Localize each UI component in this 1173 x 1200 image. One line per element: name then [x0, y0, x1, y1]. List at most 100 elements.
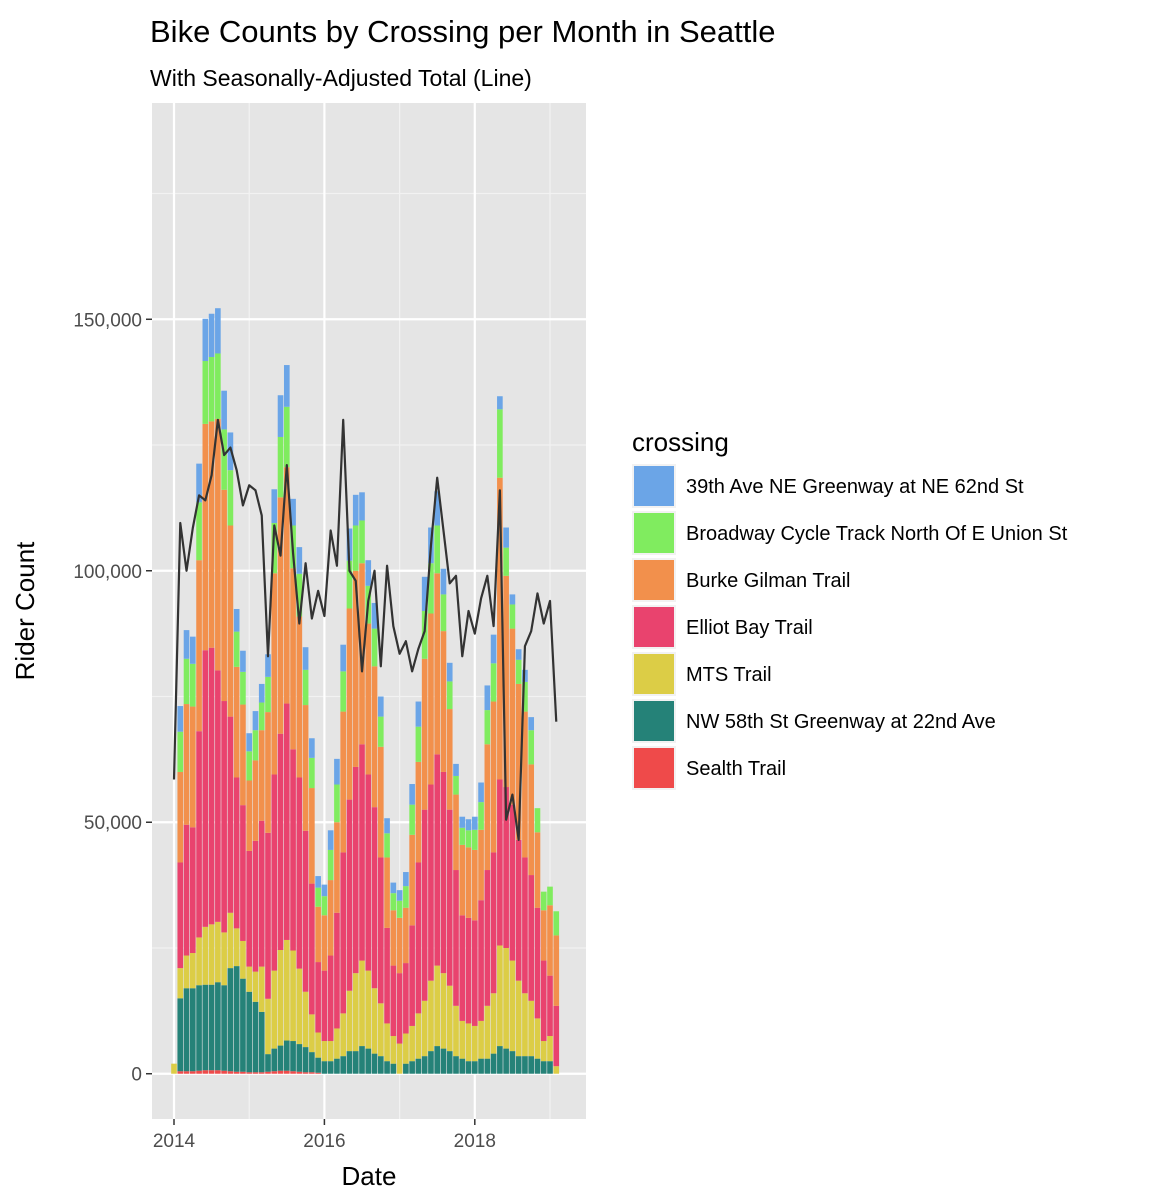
bar-segment [490, 701, 497, 853]
legend: crossing 39th Ave NE Greenway at NE 62nd… [632, 427, 1068, 790]
bar-segment [471, 1025, 478, 1062]
bar-segment [177, 1071, 184, 1074]
legend-swatch [634, 560, 674, 600]
bar-segment [309, 738, 315, 758]
bar-segment [540, 910, 547, 961]
legend-label: Broadway Cycle Track North Of E Union St [686, 523, 1068, 545]
bar-segment [321, 896, 328, 916]
bar-segment [409, 804, 415, 835]
bar-segment [233, 777, 240, 929]
bar-segment [321, 884, 328, 897]
bar-segment [246, 733, 253, 752]
bar-segment [509, 804, 516, 961]
bar-segment [233, 631, 240, 667]
bar-segment [440, 771, 447, 974]
bar-segment [528, 875, 535, 1001]
bar-segment [484, 1058, 491, 1074]
bar-segment [215, 418, 221, 671]
bar-segment [453, 870, 459, 1006]
legend-label: Sealth Trail [686, 758, 786, 780]
bar-segment [258, 730, 265, 821]
bar-segment [309, 883, 315, 1015]
bar-segment [390, 893, 397, 911]
bar-segment [465, 1061, 472, 1074]
x-tick-label: 2018 [454, 1131, 496, 1152]
bar-segment [290, 749, 296, 951]
trend-line-path [172, 418, 558, 841]
bar-segment [277, 733, 284, 950]
bar-segment [202, 1070, 209, 1074]
bar-segment [428, 613, 434, 785]
bar-segment [352, 525, 359, 571]
bar-segment [497, 477, 503, 780]
bar-segment [277, 497, 284, 734]
bar-segment [377, 696, 384, 717]
bar-segment [503, 575, 509, 788]
bar-segment [271, 489, 278, 523]
bar-segment [221, 932, 227, 986]
bar-segment [503, 947, 509, 1049]
legend-label: MTS Trail [686, 664, 772, 686]
bar-segment [265, 654, 271, 677]
bar-segment [309, 1014, 315, 1053]
bar-segment [434, 525, 441, 574]
bar-segment [509, 604, 516, 629]
bar-segment [290, 498, 296, 526]
bar-segment [196, 1070, 202, 1074]
bar-segment [208, 313, 215, 357]
bar-segment [377, 1003, 384, 1057]
bar-segment [409, 1061, 415, 1074]
bar-segment [215, 353, 221, 419]
bar-segment [246, 1072, 253, 1074]
bar-segment [396, 973, 403, 1044]
bar-segment [396, 1043, 403, 1074]
bar-segment [459, 827, 466, 845]
bar-segment [327, 849, 334, 881]
bar-segment [334, 784, 340, 823]
bar-segment [440, 568, 447, 595]
bar-segment [283, 939, 290, 1041]
bar-segment [334, 822, 340, 913]
bar-segment [547, 905, 553, 976]
bar-segment [258, 1011, 265, 1073]
bar-segment [359, 563, 365, 745]
bar-segment [258, 966, 265, 1012]
bar-segment [196, 985, 202, 1071]
bar-segment [471, 920, 478, 1026]
bar-segment [384, 927, 390, 1024]
bar-segment [415, 862, 422, 1014]
bar-segment [252, 840, 259, 972]
bar-segment [421, 809, 428, 1001]
bar-segment [327, 1041, 334, 1062]
bar-segment [309, 757, 315, 789]
bar-segment [459, 816, 466, 828]
bar-segment [189, 988, 196, 1072]
bar-segment [522, 1056, 528, 1074]
bar-segment [465, 819, 472, 831]
bar-segment [403, 1063, 409, 1074]
bar-segment [471, 1061, 478, 1074]
y-tick-label: 50,000 [84, 813, 142, 834]
bar-segment [384, 857, 390, 928]
bar-segment [334, 1058, 340, 1074]
bar-segment [390, 1036, 397, 1064]
bar-segment [540, 1041, 547, 1062]
bar-segment [553, 1005, 560, 1067]
bar-segment [265, 1054, 271, 1072]
bar-segment [171, 1063, 177, 1074]
bar-segment [334, 758, 340, 785]
bar-segment [246, 966, 253, 992]
bar-segment [271, 1071, 278, 1074]
bar-segment [327, 830, 334, 850]
bar-segment [346, 799, 353, 991]
bar-segment [340, 1056, 347, 1074]
bar-segment [227, 912, 234, 969]
bar-segment [258, 683, 265, 703]
bar-segment [189, 636, 196, 664]
bar-segment [296, 616, 303, 778]
bar-segment [540, 960, 547, 1042]
legend-swatch [634, 607, 674, 647]
bar-segment [453, 775, 459, 795]
bar-segment [365, 774, 372, 971]
bar-segment [189, 953, 196, 989]
